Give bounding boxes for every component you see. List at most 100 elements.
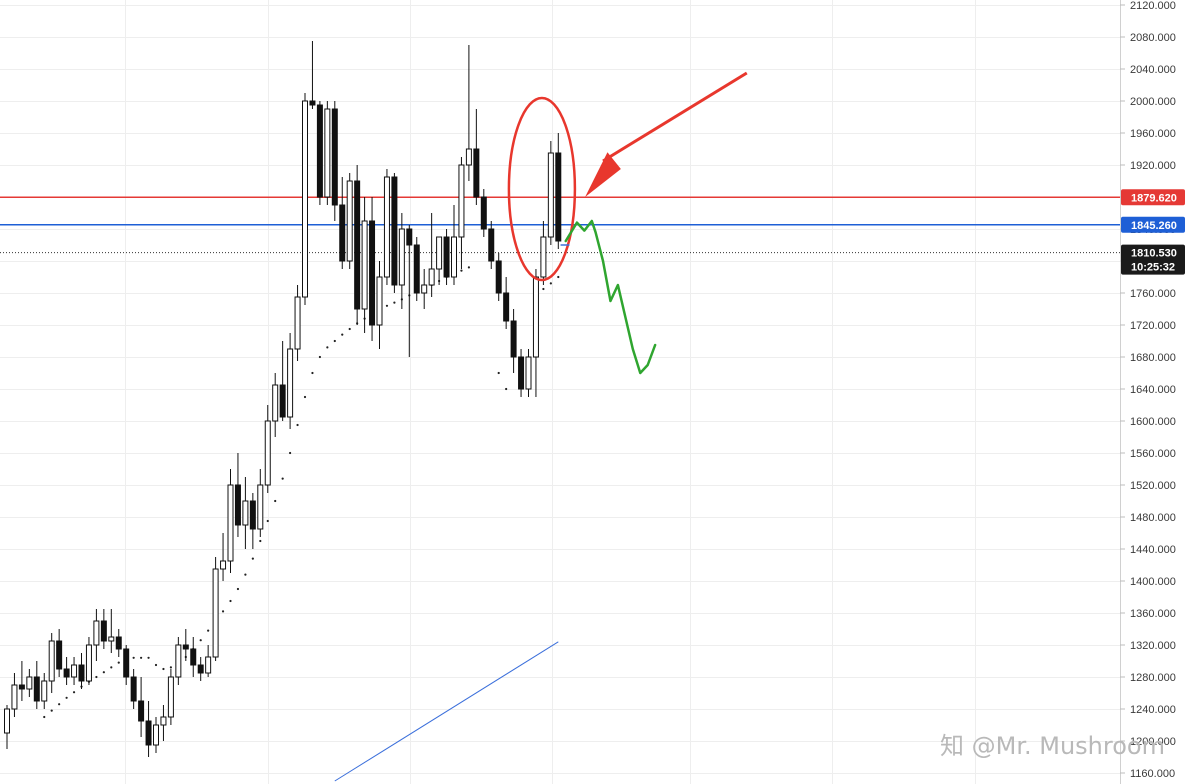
candle-body-down [488, 228, 495, 262]
candle-body-up [361, 220, 368, 310]
sar-dot [542, 287, 545, 291]
candle-body-up [71, 664, 78, 678]
candle-body-down [78, 664, 85, 682]
candle-body-down [100, 620, 107, 642]
candle [547, 141, 554, 245]
candle-body-down [145, 720, 152, 746]
price-axis-tick-label: 1760.000 [1130, 288, 1176, 300]
candle-body-up [242, 500, 249, 526]
candle [488, 221, 495, 269]
candle [26, 669, 33, 697]
sar-dot [162, 667, 165, 671]
sar-dot [154, 663, 158, 667]
sar-dot [460, 269, 463, 272]
candle-body-up [547, 152, 554, 238]
candle [71, 657, 78, 685]
sar-dot [244, 573, 247, 576]
candle-body-down [391, 176, 398, 286]
candle-body-down [18, 684, 25, 690]
price-axis-tick-label: 1520.000 [1130, 480, 1176, 492]
candle [428, 213, 435, 297]
candle [376, 261, 383, 349]
sar-dot [102, 671, 105, 674]
candle [480, 189, 487, 237]
sar-dot [289, 451, 292, 455]
sar-dot [221, 610, 225, 613]
price-axis-tick-label: 1920.000 [1130, 160, 1176, 172]
candle-body-down [197, 664, 204, 674]
price-axis[interactable]: 1160.000 1200.000 1240.000 1280.000 1320.000… [1120, 0, 1176, 780]
price-axis-tick-label: 2000.000 [1130, 96, 1176, 108]
sar-dot [326, 346, 329, 349]
candle [503, 277, 510, 329]
candle [443, 229, 450, 285]
candle-body-down [555, 152, 562, 242]
price-axis-tick-label: 1440.000 [1130, 544, 1176, 556]
candle-body-up [302, 100, 308, 298]
candle [421, 269, 428, 309]
pointer-arrow-head [585, 152, 621, 197]
candle [220, 533, 227, 581]
candle-body-up [167, 676, 174, 718]
candle [383, 169, 390, 285]
countdown-label: 10:25:32 [1131, 262, 1175, 274]
pointer-arrow-shaft [602, 71, 748, 163]
candle-body-down [510, 320, 517, 358]
candle [160, 705, 167, 741]
candle [525, 349, 532, 397]
price-axis-tick-label: 1960.000 [1130, 128, 1176, 140]
sar-dot [169, 666, 172, 669]
candle-body-down [413, 244, 420, 294]
candle [436, 236, 443, 285]
candle-body-up [451, 236, 457, 278]
candle-body-up [346, 180, 353, 262]
candle-body-down [123, 648, 130, 678]
candle [361, 197, 368, 333]
candle-body-down [518, 356, 525, 390]
candle [316, 101, 323, 205]
candle [234, 453, 241, 537]
sar-dot [348, 327, 351, 331]
candle [182, 629, 189, 661]
candle-body-down [331, 108, 338, 206]
sar-dot [72, 691, 76, 694]
candle-body-down [182, 644, 189, 650]
price-level-badge-label: 1879.620 [1131, 192, 1177, 204]
sar-dot [65, 696, 68, 699]
candle-body-up [108, 636, 115, 642]
candle-body-down [503, 292, 510, 322]
candle [257, 469, 264, 537]
price-axis-tick-label: 1360.000 [1130, 608, 1176, 620]
candle-body-up [220, 560, 227, 570]
price-axis-tick-label: 1400.000 [1130, 576, 1176, 588]
sar-dot [132, 656, 135, 659]
candle [287, 333, 294, 429]
candle-body-down [406, 228, 413, 246]
price-axis-tick-label: 1560.000 [1130, 448, 1176, 460]
sar-dot [236, 587, 240, 591]
candle [331, 101, 338, 221]
candle-body-down [138, 700, 145, 722]
sar-dot [296, 423, 299, 427]
sar-dot [303, 395, 307, 399]
price-axis-tick-label: 1280.000 [1130, 672, 1176, 684]
sar-dot [505, 387, 508, 391]
candle-body-up [153, 724, 159, 746]
candle-body-up [421, 284, 428, 294]
candle [56, 629, 63, 677]
candle-body-down [190, 648, 197, 666]
candle [41, 673, 48, 709]
candle-body-down [115, 636, 122, 650]
candle-body-up [175, 644, 182, 678]
candle [302, 93, 308, 305]
sar-dot [311, 371, 314, 375]
price-axis-tick-label: 2040.000 [1130, 64, 1176, 76]
price-axis-tick-label: 1200.000 [1130, 736, 1176, 748]
candle [205, 645, 212, 677]
candle-body-down [56, 640, 63, 670]
candle [264, 405, 271, 493]
candle-body-up [465, 148, 472, 166]
candle [451, 205, 457, 285]
candle [406, 225, 413, 357]
price-axis-tick-label: 2080.000 [1130, 32, 1176, 44]
